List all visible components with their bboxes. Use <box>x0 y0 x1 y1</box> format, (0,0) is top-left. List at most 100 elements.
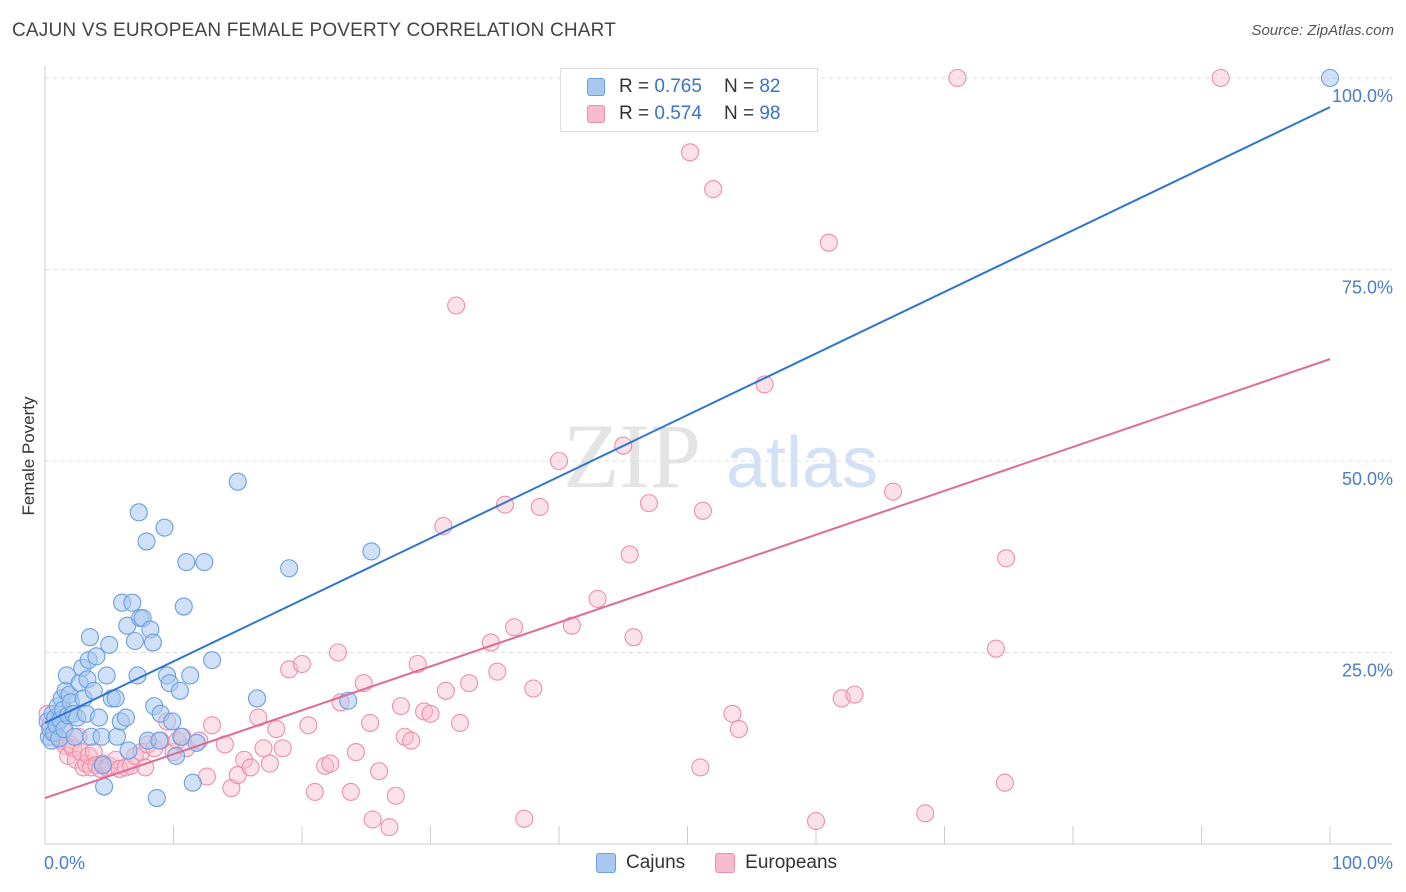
chart-title: CAJUN VS EUROPEAN FEMALE POVERTY CORRELA… <box>12 20 617 41</box>
european-point <box>884 482 903 501</box>
cajun-point <box>163 712 182 731</box>
europeans-swatch <box>587 105 605 123</box>
cajun-point <box>80 628 100 647</box>
european-point <box>292 654 312 674</box>
european-point <box>691 758 710 777</box>
cajun-point <box>247 689 267 708</box>
cajuns-swatch <box>587 78 605 96</box>
european-point <box>241 758 260 777</box>
cajun-point <box>119 741 138 760</box>
european-point <box>995 773 1014 792</box>
cajun-point <box>129 503 148 522</box>
european-point <box>524 679 543 698</box>
european-point <box>729 720 748 739</box>
european-point <box>321 754 340 773</box>
european-point <box>624 628 643 647</box>
european-point <box>723 704 742 723</box>
cajun-point <box>170 681 189 700</box>
cajun-point <box>174 597 193 616</box>
cajuns-points <box>38 68 1340 808</box>
european-point <box>363 810 382 829</box>
cajun-point <box>107 727 127 746</box>
european-point <box>639 494 659 513</box>
european-point <box>459 674 479 693</box>
cajun-point <box>172 727 191 746</box>
cajun-point <box>195 553 214 572</box>
cajun-point <box>123 593 142 612</box>
cajun-point <box>92 727 111 746</box>
european-point <box>370 762 389 781</box>
european-point <box>273 739 292 758</box>
european-point <box>380 818 399 837</box>
european-point <box>997 549 1016 568</box>
y-tick-label: 100.0% <box>1332 86 1393 106</box>
cajun-point <box>137 532 156 551</box>
y-tick-label: 50.0% <box>1342 469 1393 489</box>
legend-r-value: 0.574 <box>654 103 702 124</box>
cajun-point <box>116 708 136 727</box>
european-point <box>549 451 569 471</box>
european-point <box>1211 68 1230 88</box>
european-point <box>305 782 324 801</box>
legend-label-cajuns: Cajuns <box>626 852 686 873</box>
european-point <box>408 654 427 674</box>
tick-labels: 25.0% 50.0% 75.0% 100.0% 0.0% 100.0% <box>44 86 1393 873</box>
source-label: Source: ZipAtlas.com <box>1251 22 1394 39</box>
legend-label-europeans: Europeans <box>745 852 838 873</box>
european-point <box>986 639 1005 658</box>
cajun-point <box>228 472 247 491</box>
cajuns-swatch <box>596 853 616 873</box>
watermark-zip: ZIP <box>563 405 701 507</box>
european-point <box>681 143 700 162</box>
european-point <box>436 681 455 700</box>
cajun-point <box>183 773 202 792</box>
european-point <box>421 704 440 723</box>
y-tick-label: 75.0% <box>1342 278 1393 298</box>
cajun-point <box>147 788 166 808</box>
european-point <box>845 685 864 704</box>
legend-r-value: 0.765 <box>654 76 702 97</box>
series-legend: Cajuns Europeans <box>596 852 867 874</box>
european-point <box>299 716 318 735</box>
stats-legend: R = 0.765 N = 82 R = 0.574 N = 98 <box>560 68 818 132</box>
european-point <box>447 296 466 315</box>
y-axis-label: Female Poverty <box>19 396 38 516</box>
european-point <box>504 618 524 637</box>
legend-n-label: N = <box>723 103 755 124</box>
cajuns-trend-line <box>44 106 1331 724</box>
cajun-point <box>100 635 119 654</box>
european-point <box>346 743 366 762</box>
european-point <box>488 662 507 681</box>
cajun-point <box>280 559 299 578</box>
trend-lines <box>44 106 1331 799</box>
cajun-point <box>89 708 109 727</box>
cajun-point <box>155 518 174 537</box>
legend-r-label: R = <box>619 103 650 124</box>
watermark-atlas: atlas <box>726 423 878 503</box>
gridlines <box>45 77 1392 653</box>
legend-row-europeans: R = 0.574 N = 98 <box>587 101 780 127</box>
cajun-point <box>362 542 381 561</box>
european-point <box>402 731 421 750</box>
cajun-point <box>97 666 116 685</box>
europeans-swatch <box>715 853 736 873</box>
european-point <box>260 754 279 773</box>
legend-n-value: 98 <box>759 103 781 124</box>
legend-row-cajuns: R = 0.765 N = 82 <box>587 74 780 100</box>
european-point <box>328 643 348 662</box>
cajun-point <box>65 727 84 746</box>
european-point <box>588 589 607 608</box>
european-point <box>391 697 410 716</box>
european-point <box>515 809 534 828</box>
european-point <box>386 786 405 805</box>
european-point <box>693 501 712 520</box>
cajun-point <box>125 631 144 651</box>
european-point <box>806 811 826 831</box>
cajun-point <box>203 651 222 670</box>
legend-n-value: 82 <box>759 76 781 97</box>
legend-item-cajuns: Cajuns <box>596 852 685 874</box>
europeans-trend-line <box>44 358 1331 799</box>
legend-n-label: N = <box>723 76 755 97</box>
european-point <box>235 750 254 769</box>
